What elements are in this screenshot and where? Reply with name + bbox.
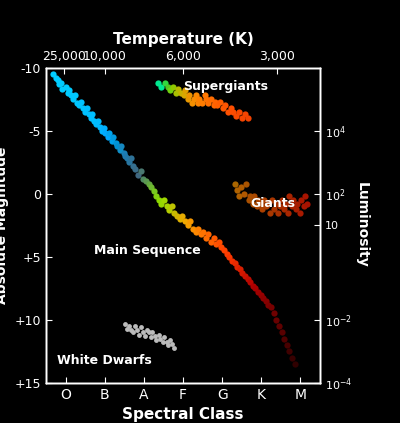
Text: White Dwarfs: White Dwarfs xyxy=(57,354,152,367)
Text: Giants: Giants xyxy=(250,197,296,210)
Text: Supergiants: Supergiants xyxy=(184,80,268,93)
Text: Main Sequence: Main Sequence xyxy=(94,244,201,257)
Y-axis label: Luminosity: Luminosity xyxy=(355,182,369,268)
X-axis label: Spectral Class: Spectral Class xyxy=(122,407,244,422)
X-axis label: Temperature (K): Temperature (K) xyxy=(113,32,253,47)
Y-axis label: Absolute Magnitude: Absolute Magnitude xyxy=(0,146,9,304)
